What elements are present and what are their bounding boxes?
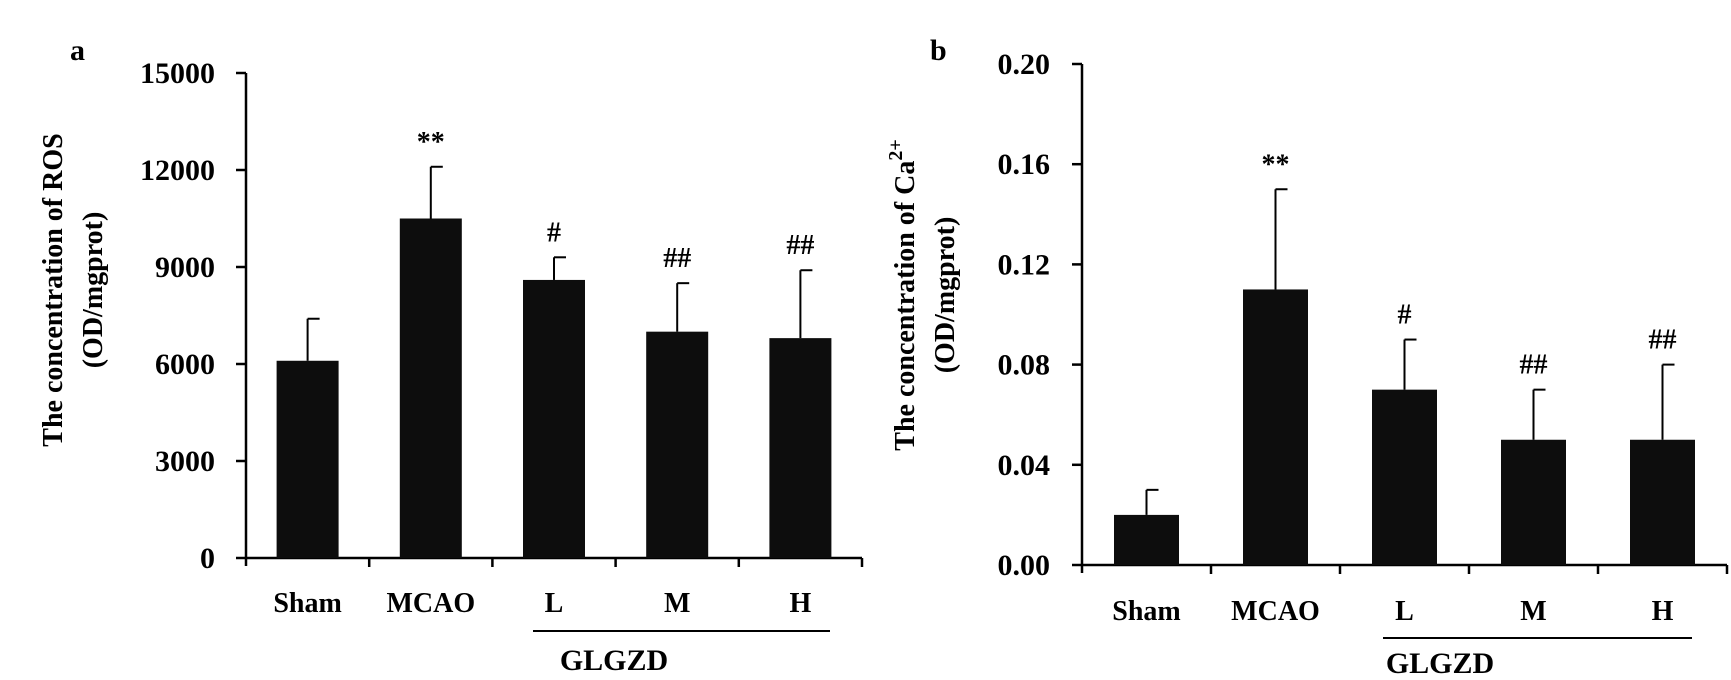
panel-b-significance-m: ## [1520,350,1548,381]
panel-b-y-tick-label: 0.12 [998,248,1051,281]
panel-a-bar-sham [276,360,339,558]
panel-b-y-tick-label: 0.08 [998,349,1051,382]
panel-b-category-label-l: L [1395,596,1414,627]
panel-a-category-label-mcao: MCAO [386,588,475,619]
panel-a-category-label-m: M [664,588,690,619]
panel-b-y-tick-label: 0.20 [998,48,1051,81]
panel-b-category-label-m: M [1520,596,1546,627]
panel-a-bar-h [769,338,832,558]
panel-a-category-label-h: H [790,588,812,619]
panel-b-significance-l: # [1398,300,1412,331]
panel-b-ylabel-prefix: The concentration of Ca [890,161,921,451]
panel-a-bar-mcao [399,218,462,558]
panel-b-group-label: GLGZD [1386,647,1494,680]
panel-b-y-tick-label: 0.00 [998,549,1051,582]
panel-b-bar-l [1372,389,1437,565]
panel-b-ylabel-superscript: 2+ [885,139,907,160]
panel-b-ylabel-line2: (OD/mgprot) [930,217,961,374]
panel-a-significance-h: ## [786,230,814,261]
panel-a-ylabel-line2: (OD/mgprot) [78,212,109,369]
panel-a-category-label-l: L [545,588,564,619]
panel-b-category-label-mcao: MCAO [1231,596,1320,627]
panel-a-significance-l: # [547,217,561,248]
panel-a-significance-m: ## [663,243,691,274]
panel-a-ylabel-line1: The concentration of ROS [38,133,69,446]
panel-a-y-tick-label: 9000 [155,251,215,284]
panel-b-category-label-h: H [1652,596,1674,627]
panel-b-ylabel-line1: The concentration of Ca2+ [885,139,921,450]
panel-a-y-tick-label: 15000 [140,57,215,90]
panel-a-significance-mcao: ** [417,127,445,158]
panel-a-y-tick-label: 3000 [155,445,215,478]
panel-b-y-tick-label: 0.16 [998,148,1051,181]
panel-a-group-label: GLGZD [560,644,668,677]
panel-b-bar-mcao [1243,289,1308,565]
panel-b-bar-sham [1114,514,1179,565]
panel-b-bar-m [1501,439,1566,565]
panel-b-label: b [930,34,947,67]
panel-a-bar-l [523,279,585,558]
panel-a-y-tick-label: 0 [200,542,215,575]
panel-b-category-label-sham: Sham [1112,596,1180,627]
panel-a-y-tick-label: 6000 [155,348,215,381]
panel-b-significance-h: ## [1649,325,1677,356]
panel-b-y-tick-label: 0.04 [998,449,1051,482]
panel-b-significance-mcao: ** [1262,149,1290,180]
panel-b-bar-h [1630,439,1695,565]
panel-a-bar-m [646,331,709,558]
panel-a-category-label-sham: Sham [273,588,341,619]
panel-a-y-tick-label: 12000 [140,154,215,187]
plot-layer: 15000120009000600030000Sham**MCAO#L##M##… [140,48,1729,639]
panel-a-label: a [70,34,85,67]
